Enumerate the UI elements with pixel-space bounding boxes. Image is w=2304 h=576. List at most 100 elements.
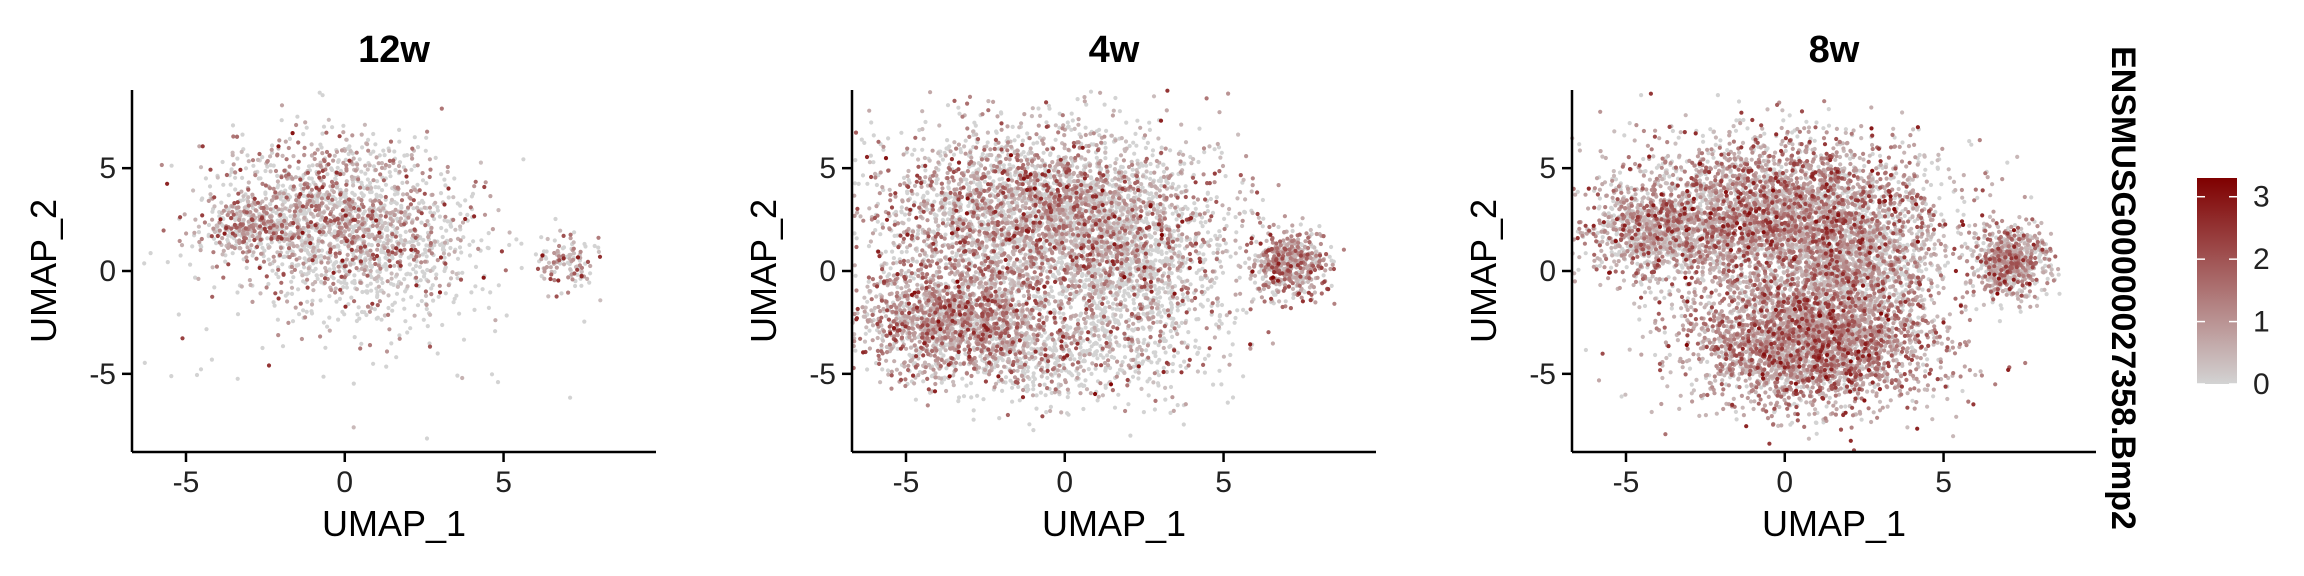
cell-point bbox=[214, 264, 219, 269]
cell-point bbox=[496, 283, 501, 288]
cell-point bbox=[417, 188, 422, 193]
cell-point bbox=[1222, 216, 1227, 221]
cell-point bbox=[350, 280, 355, 285]
cell-point bbox=[414, 283, 419, 288]
cell-point bbox=[869, 120, 874, 125]
cell-point bbox=[388, 139, 394, 144]
cell-point bbox=[1244, 310, 1249, 315]
cell-point bbox=[390, 250, 395, 255]
cell-point bbox=[1137, 193, 1142, 198]
cell-point bbox=[430, 283, 435, 288]
cell-point bbox=[1179, 236, 1184, 241]
cell-point bbox=[309, 142, 314, 147]
cell-point bbox=[309, 309, 314, 314]
cell-point bbox=[427, 174, 432, 180]
cell-point bbox=[1242, 210, 1248, 215]
cell-point bbox=[885, 368, 891, 373]
cell-point bbox=[568, 232, 573, 237]
cell-point bbox=[397, 169, 402, 174]
cell-point bbox=[270, 143, 275, 148]
cell-point bbox=[1194, 317, 1199, 322]
cell-point bbox=[338, 192, 343, 197]
cell-point bbox=[331, 270, 336, 275]
cell-point bbox=[312, 151, 317, 156]
cell-point bbox=[292, 213, 297, 218]
cell-point bbox=[397, 160, 403, 165]
cell-point bbox=[1132, 306, 1137, 312]
cell-point bbox=[371, 361, 376, 366]
cell-point bbox=[1150, 148, 1156, 153]
cell-point bbox=[313, 223, 318, 228]
cell-point bbox=[432, 216, 437, 222]
cell-point bbox=[369, 243, 374, 248]
cell-point bbox=[1044, 120, 1049, 125]
cell-point bbox=[490, 227, 495, 232]
cell-point bbox=[1183, 260, 1188, 265]
cell-point bbox=[419, 211, 424, 216]
cell-point bbox=[398, 281, 404, 286]
cell-point bbox=[259, 251, 264, 256]
cell-point bbox=[320, 93, 325, 98]
cell-point bbox=[383, 182, 389, 187]
cell-point bbox=[1065, 202, 1070, 207]
cell-point bbox=[556, 254, 562, 259]
cell-point bbox=[481, 275, 486, 280]
cell-point bbox=[268, 169, 273, 174]
cell-point bbox=[328, 247, 333, 252]
cell-point bbox=[313, 280, 318, 285]
cell-point bbox=[453, 227, 458, 232]
cell-point bbox=[899, 209, 904, 214]
cell-point bbox=[1219, 302, 1225, 308]
cell-point bbox=[291, 154, 296, 159]
cell-point bbox=[403, 289, 408, 294]
cell-point bbox=[1321, 273, 1326, 278]
cell-point bbox=[587, 280, 592, 285]
cell-point bbox=[375, 303, 380, 308]
cell-point bbox=[455, 256, 461, 261]
cell-point bbox=[403, 238, 408, 243]
cell-point bbox=[245, 199, 250, 204]
cell-point bbox=[290, 131, 295, 136]
cell-point bbox=[452, 249, 457, 254]
cell-point bbox=[493, 329, 498, 334]
cell-point bbox=[910, 152, 915, 157]
cell-point bbox=[473, 264, 479, 269]
cell-point bbox=[423, 289, 428, 294]
cell-point bbox=[932, 212, 937, 217]
cell-point bbox=[292, 267, 297, 272]
cell-point bbox=[424, 181, 429, 186]
cell-point bbox=[307, 233, 312, 238]
cell-point bbox=[353, 168, 358, 173]
cell-point bbox=[378, 208, 383, 213]
cell-point bbox=[458, 224, 463, 229]
cell-point bbox=[424, 135, 429, 140]
cell-point bbox=[359, 169, 364, 174]
cell-point bbox=[421, 237, 426, 243]
cell-point bbox=[304, 125, 309, 130]
cell-point bbox=[336, 221, 341, 226]
cell-point bbox=[1157, 286, 1162, 291]
cell-point bbox=[1061, 311, 1066, 316]
cell-point bbox=[291, 221, 296, 226]
cell-point bbox=[272, 259, 277, 264]
cell-point bbox=[401, 242, 406, 248]
cell-point bbox=[1171, 316, 1176, 321]
cell-point bbox=[947, 201, 952, 206]
cell-point bbox=[373, 261, 378, 267]
cell-point bbox=[331, 263, 336, 268]
cell-point bbox=[271, 231, 276, 236]
cell-point bbox=[273, 168, 279, 174]
cell-point bbox=[1150, 153, 1155, 158]
cell-point bbox=[217, 240, 222, 245]
cell-point bbox=[394, 291, 400, 296]
cell-point bbox=[275, 173, 280, 178]
y-tick-label: 5 bbox=[99, 152, 116, 185]
cell-point bbox=[368, 248, 373, 253]
cell-point bbox=[468, 205, 473, 210]
cell-point bbox=[1170, 369, 1175, 374]
cell-point bbox=[300, 273, 305, 278]
cell-point bbox=[332, 153, 337, 158]
cell-point bbox=[448, 238, 453, 243]
cell-point bbox=[552, 250, 557, 256]
cell-point bbox=[480, 287, 485, 292]
